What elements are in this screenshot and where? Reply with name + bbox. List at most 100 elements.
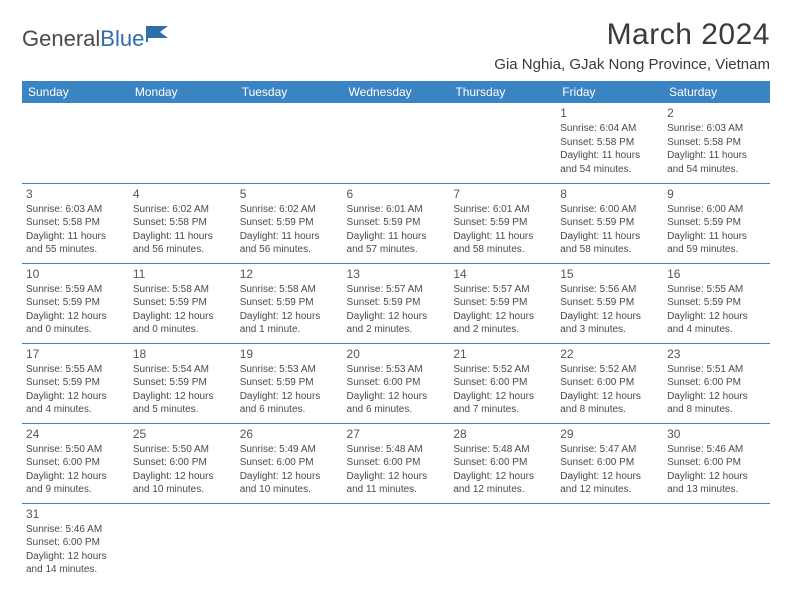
sunrise-text: Sunrise: 5:53 AM <box>240 363 339 377</box>
day-number: 19 <box>240 346 339 362</box>
sunrise-text: Sunrise: 5:50 AM <box>133 443 232 457</box>
daylight-text: Daylight: 12 hours and 2 minutes. <box>453 310 552 337</box>
daylight-text: Daylight: 11 hours and 59 minutes. <box>667 230 766 257</box>
day-cell: 1Sunrise: 6:04 AMSunset: 5:58 PMDaylight… <box>556 103 663 183</box>
logo-text-general: General <box>22 26 100 52</box>
day-header: Wednesday <box>343 81 450 103</box>
sunset-text: Sunset: 6:00 PM <box>347 456 446 470</box>
day-cell: 4Sunrise: 6:02 AMSunset: 5:58 PMDaylight… <box>129 183 236 263</box>
sunrise-text: Sunrise: 5:48 AM <box>453 443 552 457</box>
sunset-text: Sunset: 6:00 PM <box>667 456 766 470</box>
daylight-text: Daylight: 12 hours and 12 minutes. <box>453 470 552 497</box>
day-number: 27 <box>347 426 446 442</box>
empty-cell <box>129 503 236 583</box>
sunset-text: Sunset: 5:59 PM <box>667 216 766 230</box>
sunrise-text: Sunrise: 5:48 AM <box>347 443 446 457</box>
day-cell: 21Sunrise: 5:52 AMSunset: 6:00 PMDayligh… <box>449 343 556 423</box>
sunset-text: Sunset: 6:00 PM <box>453 456 552 470</box>
day-number: 21 <box>453 346 552 362</box>
calendar-page: GeneralBlue March 2024 Gia Nghia, GJak N… <box>0 0 792 583</box>
day-number: 6 <box>347 186 446 202</box>
calendar-row: 10Sunrise: 5:59 AMSunset: 5:59 PMDayligh… <box>22 263 770 343</box>
sunrise-text: Sunrise: 6:00 AM <box>560 203 659 217</box>
day-cell: 29Sunrise: 5:47 AMSunset: 6:00 PMDayligh… <box>556 423 663 503</box>
calendar-row: 17Sunrise: 5:55 AMSunset: 5:59 PMDayligh… <box>22 343 770 423</box>
sunset-text: Sunset: 5:59 PM <box>560 216 659 230</box>
sunrise-text: Sunrise: 6:01 AM <box>453 203 552 217</box>
day-cell: 8Sunrise: 6:00 AMSunset: 5:59 PMDaylight… <box>556 183 663 263</box>
day-cell: 25Sunrise: 5:50 AMSunset: 6:00 PMDayligh… <box>129 423 236 503</box>
sunrise-text: Sunrise: 5:49 AM <box>240 443 339 457</box>
day-number: 24 <box>26 426 125 442</box>
day-number: 9 <box>667 186 766 202</box>
sunset-text: Sunset: 6:00 PM <box>133 456 232 470</box>
sunset-text: Sunset: 5:59 PM <box>133 296 232 310</box>
daylight-text: Daylight: 12 hours and 7 minutes. <box>453 390 552 417</box>
sunrise-text: Sunrise: 5:46 AM <box>26 523 125 537</box>
sunset-text: Sunset: 6:00 PM <box>347 376 446 390</box>
sunrise-text: Sunrise: 5:46 AM <box>667 443 766 457</box>
sunrise-text: Sunrise: 6:03 AM <box>667 122 766 136</box>
day-number: 20 <box>347 346 446 362</box>
day-cell: 13Sunrise: 5:57 AMSunset: 5:59 PMDayligh… <box>343 263 450 343</box>
daylight-text: Daylight: 11 hours and 58 minutes. <box>453 230 552 257</box>
day-cell: 20Sunrise: 5:53 AMSunset: 6:00 PMDayligh… <box>343 343 450 423</box>
day-number: 7 <box>453 186 552 202</box>
logo-text-blue: Blue <box>100 26 144 52</box>
day-number: 13 <box>347 266 446 282</box>
sunrise-text: Sunrise: 5:57 AM <box>453 283 552 297</box>
sunrise-text: Sunrise: 5:58 AM <box>133 283 232 297</box>
sunrise-text: Sunrise: 6:02 AM <box>133 203 232 217</box>
day-cell: 16Sunrise: 5:55 AMSunset: 5:59 PMDayligh… <box>663 263 770 343</box>
day-cell: 7Sunrise: 6:01 AMSunset: 5:59 PMDaylight… <box>449 183 556 263</box>
sunrise-text: Sunrise: 6:03 AM <box>26 203 125 217</box>
day-cell: 27Sunrise: 5:48 AMSunset: 6:00 PMDayligh… <box>343 423 450 503</box>
day-header: Friday <box>556 81 663 103</box>
sunset-text: Sunset: 5:59 PM <box>667 296 766 310</box>
daylight-text: Daylight: 12 hours and 5 minutes. <box>133 390 232 417</box>
daylight-text: Daylight: 12 hours and 4 minutes. <box>667 310 766 337</box>
day-cell: 28Sunrise: 5:48 AMSunset: 6:00 PMDayligh… <box>449 423 556 503</box>
day-number: 25 <box>133 426 232 442</box>
daylight-text: Daylight: 12 hours and 0 minutes. <box>133 310 232 337</box>
sunrise-text: Sunrise: 5:59 AM <box>26 283 125 297</box>
sunset-text: Sunset: 5:59 PM <box>240 216 339 230</box>
daylight-text: Daylight: 12 hours and 4 minutes. <box>26 390 125 417</box>
sunrise-text: Sunrise: 6:04 AM <box>560 122 659 136</box>
day-cell: 9Sunrise: 6:00 AMSunset: 5:59 PMDaylight… <box>663 183 770 263</box>
day-number: 18 <box>133 346 232 362</box>
calendar-row: 24Sunrise: 5:50 AMSunset: 6:00 PMDayligh… <box>22 423 770 503</box>
day-number: 4 <box>133 186 232 202</box>
day-number: 8 <box>560 186 659 202</box>
day-cell: 10Sunrise: 5:59 AMSunset: 5:59 PMDayligh… <box>22 263 129 343</box>
sunrise-text: Sunrise: 5:55 AM <box>26 363 125 377</box>
sunset-text: Sunset: 5:59 PM <box>560 296 659 310</box>
day-number: 30 <box>667 426 766 442</box>
daylight-text: Daylight: 12 hours and 2 minutes. <box>347 310 446 337</box>
empty-cell <box>556 503 663 583</box>
title-block: March 2024 Gia Nghia, GJak Nong Province… <box>494 18 770 73</box>
sunset-text: Sunset: 5:59 PM <box>347 296 446 310</box>
day-number: 2 <box>667 105 766 121</box>
daylight-text: Daylight: 12 hours and 10 minutes. <box>133 470 232 497</box>
sunrise-text: Sunrise: 5:50 AM <box>26 443 125 457</box>
sunset-text: Sunset: 5:58 PM <box>133 216 232 230</box>
day-number: 29 <box>560 426 659 442</box>
sunset-text: Sunset: 5:59 PM <box>26 296 125 310</box>
daylight-text: Daylight: 12 hours and 11 minutes. <box>347 470 446 497</box>
daylight-text: Daylight: 11 hours and 55 minutes. <box>26 230 125 257</box>
daylight-text: Daylight: 12 hours and 8 minutes. <box>560 390 659 417</box>
day-header: Monday <box>129 81 236 103</box>
day-header-row: SundayMondayTuesdayWednesdayThursdayFrid… <box>22 81 770 103</box>
sunrise-text: Sunrise: 5:57 AM <box>347 283 446 297</box>
day-number: 1 <box>560 105 659 121</box>
day-number: 17 <box>26 346 125 362</box>
day-cell: 5Sunrise: 6:02 AMSunset: 5:59 PMDaylight… <box>236 183 343 263</box>
sunset-text: Sunset: 5:58 PM <box>667 136 766 150</box>
empty-cell <box>236 503 343 583</box>
sunset-text: Sunset: 5:59 PM <box>347 216 446 230</box>
day-cell: 14Sunrise: 5:57 AMSunset: 5:59 PMDayligh… <box>449 263 556 343</box>
day-cell: 12Sunrise: 5:58 AMSunset: 5:59 PMDayligh… <box>236 263 343 343</box>
day-number: 16 <box>667 266 766 282</box>
day-cell: 23Sunrise: 5:51 AMSunset: 6:00 PMDayligh… <box>663 343 770 423</box>
